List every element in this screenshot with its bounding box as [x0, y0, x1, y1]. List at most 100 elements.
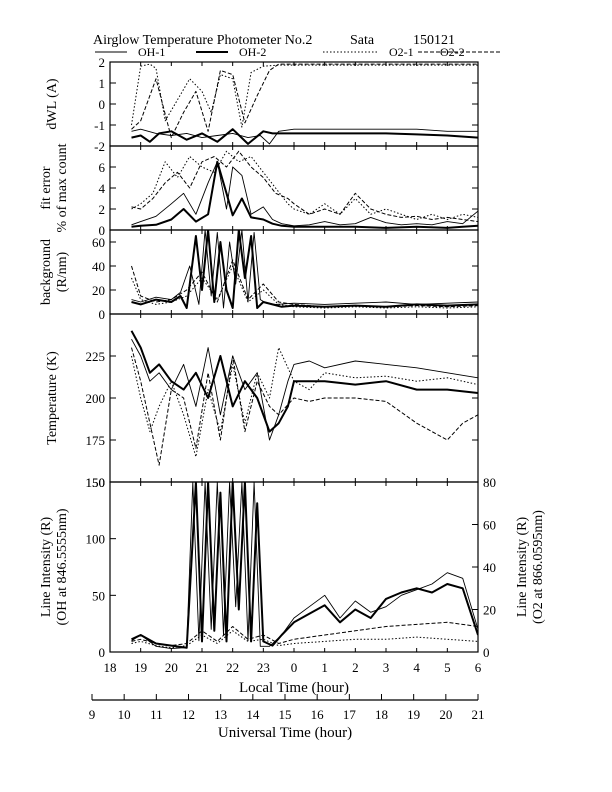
- ytick-label-right-int-0: 0: [483, 645, 490, 660]
- series-int-oh-2: [131, 482, 478, 650]
- ytick-label-int-50: 50: [92, 588, 105, 603]
- ylabel-dwl: dWL (A): [45, 78, 60, 130]
- xtick-label-local-3: 3: [383, 660, 390, 675]
- legend-label-oh-1: OH-1: [138, 45, 165, 59]
- xtick-label-local-1: 1: [321, 660, 328, 675]
- xtick-label-ut-15: 15: [279, 707, 292, 722]
- xtick-label-local-2: 2: [352, 660, 359, 675]
- xtick-label-ut-17: 17: [343, 707, 357, 722]
- x-axis-label-local: Local Time (hour): [239, 680, 349, 696]
- xtick-label-local-19: 19: [134, 660, 147, 675]
- ytick-label-dwl--2: -2: [94, 139, 105, 154]
- ytick-label-right-int-20: 20: [483, 603, 496, 618]
- ytick-label-dwl-2: 2: [99, 55, 106, 70]
- panel-frame-int: [109, 481, 479, 653]
- xtick-label-local-4: 4: [413, 660, 420, 675]
- ytick-label-int-100: 100: [86, 532, 106, 547]
- xtick-label-local-22: 22: [226, 660, 239, 675]
- series-int-o2-2: [131, 621, 478, 647]
- ylabel2-bg: (R/nm): [55, 251, 70, 292]
- ytick-label-temp-150: 150: [86, 475, 106, 490]
- xtick-label-ut-13: 13: [214, 707, 227, 722]
- xtick-label-ut-12: 12: [182, 707, 195, 722]
- xtick-label-ut-18: 18: [375, 707, 388, 722]
- ytick-label-bg-20: 20: [92, 283, 105, 298]
- xtick-label-local-18: 18: [104, 660, 117, 675]
- series-dwl-oh-2: [131, 128, 478, 145]
- xtick-label-ut-19: 19: [407, 707, 420, 722]
- series-bg-oh-2: [131, 230, 478, 309]
- legend-label-o2-1: O2-1: [389, 45, 414, 59]
- series-int-o2-1: [131, 630, 478, 649]
- ytick-label-fit-6: 6: [99, 160, 106, 175]
- series-dwl-oh-1: [131, 128, 478, 145]
- series-group-dwl: [131, 63, 478, 145]
- ytick-label-int-150: 150: [86, 475, 106, 490]
- ylabel-right-int: Line Intensity (R): [515, 517, 530, 618]
- ylabel-int: Line Intensity (R): [39, 517, 54, 618]
- ytick-label-dwl--1: -1: [94, 118, 105, 133]
- series-dwl-o2-1: [131, 63, 478, 128]
- ylabel-bg: background: [39, 239, 54, 305]
- ytick-label-right-int-80: 80: [483, 475, 496, 490]
- ylabel2-right-int: (O2 at 866.0595nm): [531, 510, 546, 624]
- series-group-temp: [130, 330, 478, 466]
- site-name: Sata: [350, 33, 375, 48]
- series-group-fit: [131, 150, 478, 229]
- xtick-label-ut-14: 14: [246, 707, 260, 722]
- x-axis-label-ut: Universal Time (hour): [218, 725, 352, 741]
- ytick-label-bg-40: 40: [92, 259, 105, 274]
- ylabel2-fit: % of max count: [55, 143, 70, 232]
- xtick-label-ut-21: 21: [472, 707, 485, 722]
- series-bg-o2-2: [131, 259, 478, 308]
- xtick-label-local-20: 20: [165, 660, 178, 675]
- ytick-label-temp-225: 225: [86, 349, 106, 364]
- xtick-label-local-0: 0: [291, 660, 298, 675]
- series-temp-oh-1: [130, 330, 478, 433]
- ytick-label-bg-60: 60: [92, 235, 105, 250]
- xtick-label-local-23: 23: [257, 660, 270, 675]
- figure-title: Airglow Temperature Photometer No.2: [93, 33, 312, 48]
- series-fit-oh-1: [131, 160, 478, 229]
- xtick-label-ut-16: 16: [311, 707, 325, 722]
- legend: OH-1 OH-2 O2-1 O2-2: [95, 45, 500, 59]
- figure-header: Airglow Temperature Photometer No.2 Sata…: [93, 33, 455, 48]
- legend-label-oh-2: OH-2: [239, 45, 266, 59]
- series-bg-o2-1: [131, 265, 478, 309]
- xtick-label-local-5: 5: [444, 660, 451, 675]
- panel-fit: 0 2 4 6 fit error% of max count: [39, 143, 479, 238]
- ytick-label-fit-0: 0: [99, 223, 106, 238]
- ytick-label-int-0: 0: [99, 645, 106, 660]
- series-fit-oh-2: [131, 161, 478, 227]
- xtick-label-ut-11: 11: [150, 707, 163, 722]
- ytick-label-dwl-1: 1: [99, 76, 106, 91]
- panel-temp: 150 175 200 225 Temperature (K): [45, 313, 479, 490]
- ylabel-temp: Temperature (K): [45, 351, 60, 445]
- ytick-label-dwl-0: 0: [99, 97, 106, 112]
- panel-frame-fit: [109, 145, 479, 231]
- xtick-label-ut-9: 9: [89, 707, 96, 722]
- legend-label-o2-2: O2-2: [440, 45, 465, 59]
- panel-dwl: -2 -1 0 1 2 dWL (A): [45, 55, 479, 154]
- xtick-label-local-21: 21: [196, 660, 209, 675]
- series-int-oh-1: [131, 482, 478, 649]
- ytick-label-right-int-40: 40: [483, 560, 496, 575]
- xtick-label-ut-10: 10: [118, 707, 131, 722]
- series-fit-o2-2: [131, 150, 478, 223]
- ytick-label-right-int-60: 60: [483, 518, 496, 533]
- ytick-label-fit-2: 2: [99, 202, 106, 217]
- series-fit-o2-1: [131, 150, 478, 220]
- date-stamp: 150121: [413, 33, 455, 48]
- series-temp-o2-1: [131, 347, 478, 458]
- series-dwl-o2-2: [131, 63, 478, 139]
- ytick-label-fit-4: 4: [99, 181, 106, 196]
- ylabel-fit: fit error: [39, 166, 54, 209]
- series-group-bg: [131, 230, 478, 309]
- xtick-label-ut-20: 20: [439, 707, 452, 722]
- series-bg-oh-1: [131, 230, 478, 309]
- series-temp-o2-2: [131, 347, 478, 466]
